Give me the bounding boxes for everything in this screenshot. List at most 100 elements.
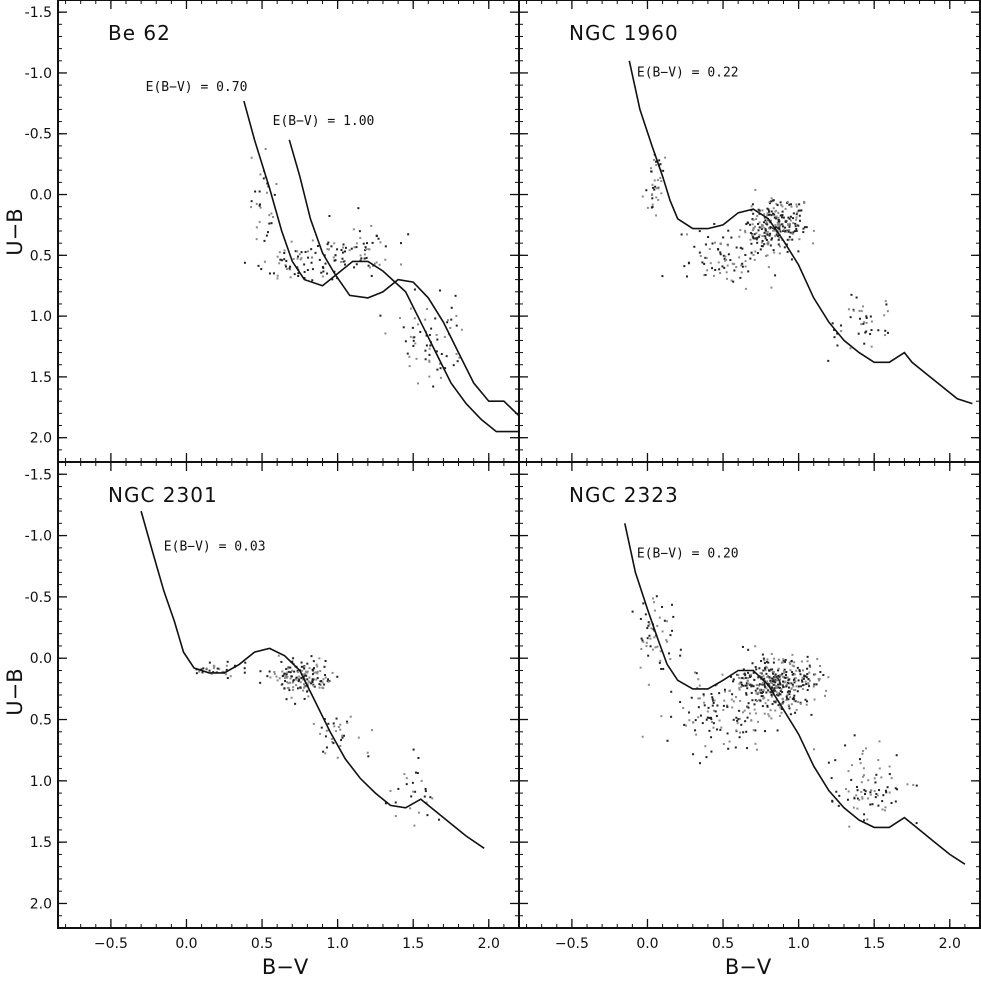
star-point: [759, 672, 762, 675]
star-point: [414, 790, 417, 793]
star-point: [866, 818, 869, 821]
plot-area: [628, 60, 973, 405]
star-point: [779, 245, 782, 248]
star-point: [704, 273, 707, 276]
star-point: [713, 222, 716, 225]
star-point: [799, 209, 802, 212]
star-point: [838, 794, 841, 797]
star-point: [318, 258, 321, 261]
star-point: [692, 753, 695, 756]
star-point: [744, 674, 747, 677]
star-point: [752, 227, 755, 230]
star-point: [764, 730, 767, 733]
star-point: [760, 223, 763, 226]
star-point: [291, 660, 294, 663]
star-point: [756, 687, 759, 690]
y-tick-label: 2.0: [30, 896, 52, 912]
star-point: [259, 670, 262, 673]
star-point: [801, 669, 804, 672]
star-point: [767, 683, 770, 686]
star-point: [784, 229, 787, 232]
star-point: [425, 308, 428, 311]
star-point: [641, 735, 644, 738]
star-point: [789, 219, 792, 222]
star-point: [738, 676, 741, 679]
star-point: [730, 236, 733, 239]
star-point: [343, 263, 346, 266]
star-point: [778, 679, 781, 682]
star-point: [645, 189, 648, 192]
star-point: [660, 180, 663, 183]
star-point: [769, 232, 772, 235]
star-point: [394, 801, 397, 804]
star-point: [779, 693, 782, 696]
star-point: [706, 716, 709, 719]
star-point: [769, 219, 772, 222]
star-point: [762, 669, 765, 672]
star-point: [276, 255, 279, 258]
star-point: [760, 672, 763, 675]
star-point: [405, 783, 408, 786]
star-point: [322, 678, 325, 681]
star-point: [762, 697, 765, 700]
star-point: [817, 679, 820, 682]
star-point: [273, 672, 276, 675]
star-point: [413, 824, 416, 827]
star-point: [774, 226, 777, 229]
star-point: [779, 214, 782, 217]
star-point: [747, 671, 750, 674]
star-point: [435, 333, 438, 336]
star-point: [795, 227, 798, 230]
star-point: [775, 209, 778, 212]
star-point: [864, 793, 867, 796]
star-point: [864, 331, 867, 334]
star-point: [688, 719, 691, 722]
star-point: [792, 231, 795, 234]
star-point: [806, 689, 809, 692]
star-point: [708, 729, 711, 732]
star-point: [703, 274, 706, 277]
star-point: [428, 359, 431, 362]
star-point: [341, 736, 344, 739]
star-point: [752, 218, 755, 221]
star-point: [706, 269, 709, 272]
star-point: [424, 349, 427, 352]
star-point: [428, 375, 431, 378]
star-point: [778, 236, 781, 239]
star-point: [342, 260, 345, 263]
star-point: [794, 222, 797, 225]
star-point: [873, 777, 876, 780]
star-point: [751, 203, 754, 206]
star-point: [355, 263, 358, 266]
star-point: [746, 222, 749, 225]
star-point: [779, 674, 782, 677]
star-point: [639, 617, 642, 620]
star-point: [763, 243, 766, 246]
star-point: [303, 263, 306, 266]
star-point: [326, 243, 329, 246]
star-point: [759, 688, 762, 691]
star-point: [855, 296, 858, 299]
star-point: [744, 720, 747, 723]
star-point: [781, 675, 784, 678]
star-point: [834, 759, 837, 762]
star-point: [775, 215, 778, 218]
star-point: [430, 327, 433, 330]
y-tick-label: 1.0: [30, 309, 52, 325]
star-point: [865, 747, 868, 750]
star-point: [777, 211, 780, 214]
x-tick-label: 2.0: [939, 936, 961, 952]
star-point: [658, 159, 661, 162]
star-point: [772, 689, 775, 692]
star-point: [368, 248, 371, 251]
star-point: [777, 686, 780, 689]
star-point: [808, 685, 811, 688]
star-point: [748, 673, 751, 676]
star-point: [786, 229, 789, 232]
star-point: [313, 685, 316, 688]
star-point: [342, 734, 345, 737]
star-point: [272, 272, 275, 275]
star-point: [749, 238, 752, 241]
star-point: [656, 624, 659, 627]
star-point: [268, 670, 271, 673]
